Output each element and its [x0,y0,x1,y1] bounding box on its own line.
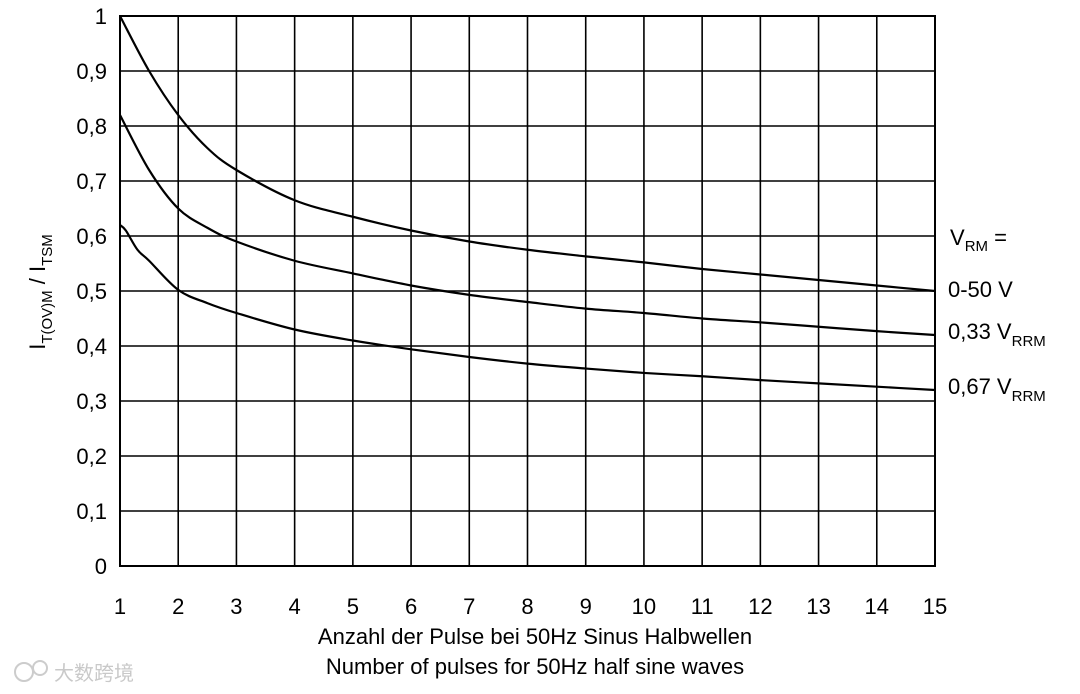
y-axis-title-sep: / I [25,266,50,290]
legend-label-main: 0-50 V [948,277,1013,302]
x-tick-label: 13 [806,594,830,619]
x-tick-label: 4 [289,594,301,619]
y-tick-label: 0,8 [76,114,107,139]
legend-label-2: 0,33 VRRM [948,319,1046,350]
legend-label-3: 0,67 VRRM [948,374,1046,405]
y-tick-label: 0,1 [76,499,107,524]
legend-header: VRM = [950,225,1007,255]
x-tick-label: 7 [463,594,475,619]
y-tick-label: 0 [95,554,107,579]
curves [119,15,936,392]
curve-2 [119,114,936,337]
legend-label-1: 0-50 V [948,277,1013,302]
legend-label-sub: RRM [1012,388,1046,405]
y-axis-title-sub1: T(OV)M [39,290,56,343]
x-tick-label: 11 [691,594,714,619]
x-tick-label: 14 [865,594,889,619]
watermark: 大数跨境 [14,660,134,685]
y-tick-label: 0,3 [76,389,107,414]
y-tick-label: 0,5 [76,279,107,304]
y-tick-labels: 0 0,1 0,2 0,3 0,4 0,5 0,6 0,7 0,8 0,9 1 [76,4,107,579]
legend-header-main: V [950,225,965,250]
x-axis-title-en: Number of pulses for 50Hz half sine wave… [326,654,744,679]
y-tick-label: 0,7 [76,169,107,194]
curve-1 [119,15,936,293]
x-axis-title-de: Anzahl der Pulse bei 50Hz Sinus Halbwell… [318,624,752,649]
x-tick-labels: 1 2 3 4 5 6 7 8 9 10 11 12 13 14 15 [114,594,947,619]
legend-header-sub: RM [965,238,988,255]
x-tick-label: 6 [405,594,417,619]
watermark-logo-icon-2 [32,660,48,676]
y-tick-label: 0,6 [76,224,107,249]
y-axis-title-sub2: TSM [39,234,56,266]
x-tick-label: 3 [230,594,242,619]
x-tick-label: 15 [923,594,947,619]
legend-label-main: 0,67 V [948,374,1012,399]
y-tick-label: 0,9 [76,59,107,84]
legend-header-suffix: = [988,225,1007,250]
watermark-logo-icon [14,662,34,682]
y-axis-title-main: I [25,344,50,350]
legend-label-sub: RRM [1012,333,1046,350]
y-tick-label: 0,4 [76,334,107,359]
x-tick-label: 2 [172,594,184,619]
x-tick-label: 8 [521,594,533,619]
x-tick-label: 1 [114,594,126,619]
legend-label-main: 0,33 V [948,319,1012,344]
watermark-text: 大数跨境 [54,662,134,685]
y-tick-label: 0,2 [76,444,107,469]
x-tick-label: 5 [347,594,359,619]
curve-3 [119,224,936,392]
grid [119,15,936,567]
y-tick-label: 1 [95,4,107,29]
y-axis-title: IT(OV)M / ITSM [25,234,56,350]
x-tick-label: 12 [748,594,772,619]
x-tick-label: 9 [580,594,592,619]
x-tick-label: 10 [632,594,656,619]
